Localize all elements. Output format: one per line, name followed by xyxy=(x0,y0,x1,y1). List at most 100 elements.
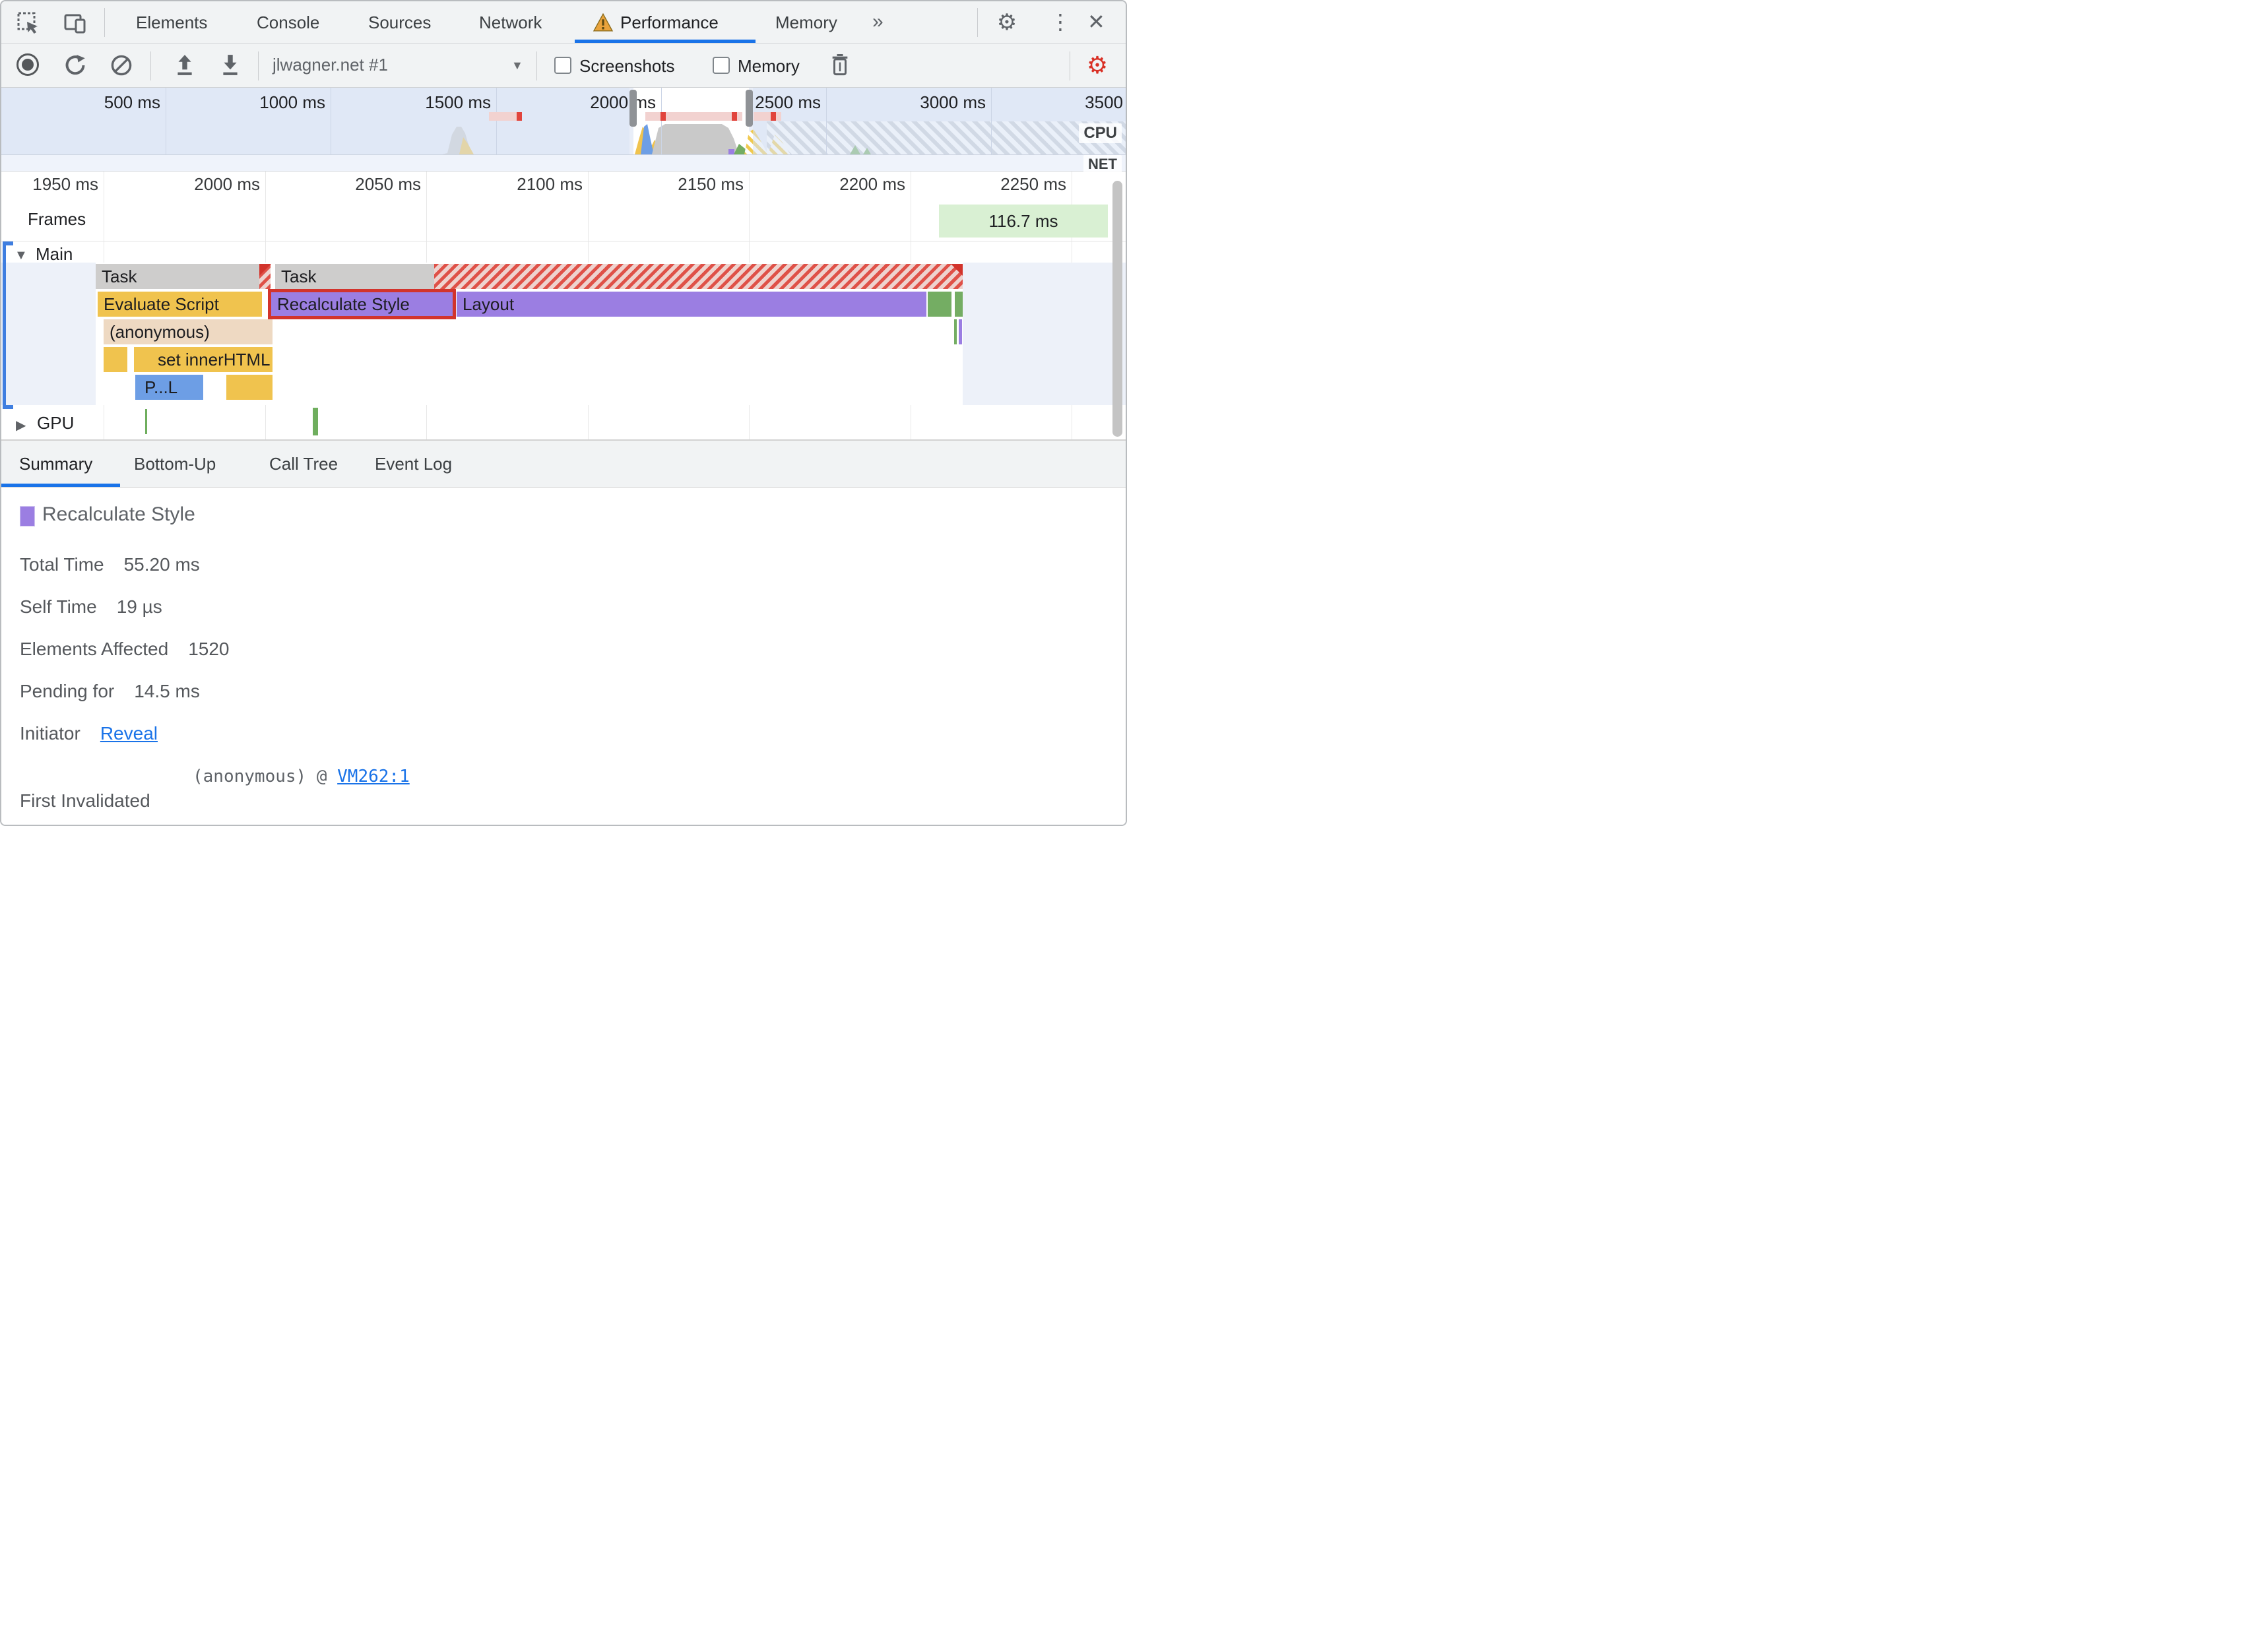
tab-event-log[interactable]: Event Log xyxy=(375,454,453,474)
flame-bar-anonymous[interactable]: (anonymous) xyxy=(104,319,273,344)
flame-bar-task[interactable]: Task xyxy=(275,264,434,289)
gpu-activity-bar[interactable] xyxy=(313,408,318,435)
trash-icon[interactable] xyxy=(829,53,851,78)
summary-value: 1520 xyxy=(188,639,230,659)
flame-bar-parse-html[interactable]: P...L xyxy=(135,375,203,400)
flame-bar-paint[interactable] xyxy=(928,292,951,317)
stack-source-link[interactable]: VM262:1 xyxy=(337,767,410,786)
summary-label: Self Time xyxy=(20,596,97,617)
frame-duration-badge[interactable]: 116.7 ms xyxy=(939,205,1108,238)
gpu-expander-icon[interactable]: ▶ xyxy=(16,418,26,433)
tab-call-tree[interactable]: Call Tree xyxy=(269,454,338,474)
summary-title: Recalculate Style xyxy=(42,503,195,525)
flame-bar-task-overrun[interactable] xyxy=(434,264,963,289)
summary-label: Elements Affected xyxy=(20,639,169,659)
detail-ruler-label: 2000 ms xyxy=(194,174,260,194)
settings-gear-icon[interactable]: ⚙ xyxy=(996,10,1017,35)
reload-record-icon[interactable] xyxy=(63,53,88,78)
tab-network[interactable]: Network xyxy=(479,13,542,32)
overview-gridline xyxy=(826,88,827,172)
overview-ruler-label: 2000 ms xyxy=(590,92,656,112)
summary-row-initiator: Initiator Reveal xyxy=(20,723,158,744)
overview-ruler-label: 2500 ms xyxy=(755,92,821,112)
device-toolbar-icon[interactable] xyxy=(62,11,88,36)
flame-bar-paint[interactable] xyxy=(955,292,963,317)
flame-scrollbar-thumb[interactable] xyxy=(1112,181,1122,437)
tab-console[interactable]: Console xyxy=(257,13,320,32)
event-color-swatch xyxy=(20,506,35,526)
track-selection-bracket-bottom xyxy=(3,405,13,409)
kebab-menu-icon[interactable]: ⋮ xyxy=(1050,10,1071,34)
selection-handle-right[interactable] xyxy=(746,90,753,127)
gpu-track-label[interactable]: GPU xyxy=(37,413,75,433)
frames-track-label[interactable]: Frames xyxy=(28,209,86,229)
inspect-element-icon[interactable] xyxy=(16,11,41,36)
memory-checkbox-label[interactable]: Memory xyxy=(738,56,800,76)
screenshots-checkbox[interactable] xyxy=(554,57,571,74)
gpu-activity-bar[interactable] xyxy=(145,409,147,434)
toolbar-divider-2 xyxy=(258,51,259,80)
long-task-triangle-icon xyxy=(951,264,963,276)
summary-label: Total Time xyxy=(20,554,104,575)
bottom-tab-bar: Summary Bottom-Up Call Tree Event Log xyxy=(1,441,1126,488)
track-selection-bracket-top xyxy=(3,241,13,245)
timeline-overview[interactable]: 500 ms 1000 ms 1500 ms 2000 ms 2500 ms 3… xyxy=(1,88,1126,172)
overview-dim-left xyxy=(1,88,629,154)
overview-dim-right xyxy=(753,88,1126,154)
interaction-strip xyxy=(645,112,742,121)
flame-bar-script-small[interactable] xyxy=(226,375,273,400)
selection-handle-left[interactable] xyxy=(629,90,637,127)
flame-chart[interactable]: 1950 ms 2000 ms 2050 ms 2100 ms 2150 ms … xyxy=(1,172,1126,441)
devtools-window: Elements Console Sources Network Perform… xyxy=(0,0,1127,826)
flame-bar-small-green[interactable] xyxy=(954,319,957,344)
download-profile-icon[interactable] xyxy=(219,53,242,78)
flame-bar-recalculate-style-selected[interactable]: Recalculate Style xyxy=(268,289,456,319)
summary-row-pending-for: Pending for 14.5 ms xyxy=(20,681,200,702)
summary-row-elements-affected: Elements Affected 1520 xyxy=(20,639,229,660)
toolbar-divider-3 xyxy=(536,51,537,80)
capture-settings-gear-icon[interactable]: ⚙ xyxy=(1086,51,1109,79)
interaction-strip xyxy=(754,112,781,121)
tab-sources[interactable]: Sources xyxy=(368,13,432,32)
summary-row-total-time: Total Time 55.20 ms xyxy=(20,554,200,575)
overview-ruler-label: 3500 xyxy=(1085,92,1123,112)
tab-bottom-up[interactable]: Bottom-Up xyxy=(134,454,216,474)
clear-icon[interactable] xyxy=(109,53,134,78)
active-tab-underline xyxy=(575,40,756,43)
initiator-reveal-link[interactable]: Reveal xyxy=(100,723,158,744)
long-task-marker xyxy=(660,112,666,121)
summary-value: 19 µs xyxy=(116,596,162,617)
detail-ruler-label: 2100 ms xyxy=(517,174,583,194)
net-lane-label: NET xyxy=(1083,155,1122,172)
tab-performance[interactable]: Performance xyxy=(620,13,719,32)
summary-label: Pending for xyxy=(20,681,115,701)
overview-ruler-label: 1500 ms xyxy=(425,92,491,112)
first-invalidated-label: First Invalidated xyxy=(20,790,150,811)
main-expander-icon[interactable]: ▼ xyxy=(15,248,28,263)
flame-bar-task[interactable]: Task xyxy=(96,264,259,289)
cpu-lane-label: CPU xyxy=(1079,123,1122,143)
upload-profile-icon[interactable] xyxy=(174,53,196,78)
more-tabs-icon[interactable]: » xyxy=(872,11,884,32)
tab-summary[interactable]: Summary xyxy=(19,454,93,474)
detail-ruler-label: 2200 ms xyxy=(839,174,905,194)
profile-select[interactable]: jlwagner.net #1 ▼ xyxy=(273,55,530,75)
screenshots-label[interactable]: Screenshots xyxy=(579,56,675,76)
close-icon[interactable]: ✕ xyxy=(1087,10,1105,34)
profile-select-value: jlwagner.net #1 xyxy=(273,55,388,75)
main-track-label[interactable]: Main xyxy=(36,244,73,264)
interaction-strip xyxy=(489,112,521,121)
tab-elements[interactable]: Elements xyxy=(136,13,208,32)
first-invalidated-stack: (anonymous) @ VM262:1 xyxy=(193,767,410,786)
overview-gridline xyxy=(991,88,992,172)
memory-checkbox[interactable] xyxy=(713,57,730,74)
flame-bar-script-small[interactable] xyxy=(104,347,127,372)
record-icon[interactable] xyxy=(16,53,39,76)
flame-bar-evaluate-script[interactable]: Evaluate Script xyxy=(98,292,262,317)
tab-memory[interactable]: Memory xyxy=(775,13,837,32)
flame-bar-set-innerhtml[interactable]: set innerHTML xyxy=(134,347,273,372)
detail-ruler-label: 2250 ms xyxy=(1000,174,1066,194)
flame-bar-small-purple[interactable] xyxy=(959,319,962,344)
detail-ruler-label: 1950 ms xyxy=(32,174,98,194)
flame-bar-layout[interactable]: Layout xyxy=(457,292,926,317)
